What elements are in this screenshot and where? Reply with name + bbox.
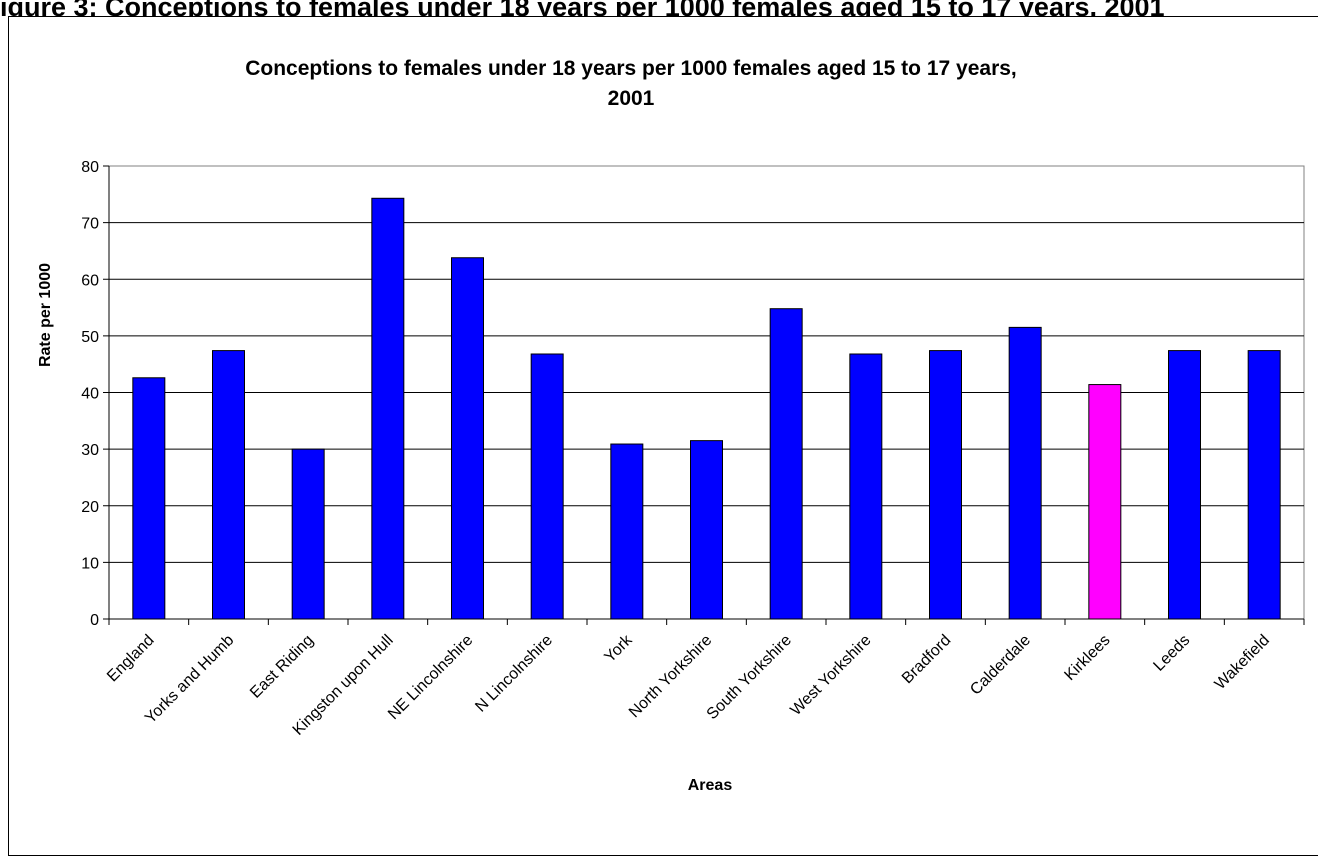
y-tick-label: 0	[90, 612, 99, 629]
bar	[769, 308, 803, 620]
y-tick-label: 10	[81, 555, 99, 572]
y-tick-label: 40	[81, 386, 99, 403]
bar	[690, 440, 723, 620]
y-tick-label: 50	[81, 329, 99, 346]
x-tick-label: South Yorkshire	[704, 632, 795, 723]
bar	[212, 350, 245, 620]
x-axis-title: Areas	[688, 777, 733, 794]
x-tick-label: North Yorkshire	[626, 632, 715, 721]
bar	[1008, 326, 1042, 620]
x-tick-label: Yorks and Humb	[142, 632, 237, 727]
x-tick-label: Leeds	[1150, 632, 1193, 675]
chart-title-year: 2001	[608, 87, 655, 110]
bar	[451, 257, 484, 620]
bar	[1168, 350, 1201, 620]
y-tick-label: 30	[81, 442, 99, 459]
x-tick-label: Bradford	[899, 632, 954, 687]
bar	[132, 377, 166, 620]
y-tick-label: 80	[81, 159, 99, 176]
bar	[530, 353, 564, 620]
y-tick-label: 20	[81, 499, 99, 516]
bar	[1088, 384, 1122, 620]
y-tick-label: 70	[81, 216, 99, 233]
bar	[929, 350, 962, 620]
y-axis-title: Rate per 1000	[37, 263, 54, 367]
x-tick-label: NE Lincolnshire	[385, 632, 476, 723]
x-tick-label: Calderdale	[967, 632, 1034, 699]
x-tick-label: West Yorkshire	[787, 632, 874, 719]
bar	[371, 197, 405, 620]
chart-title: Conceptions to females under 18 years pe…	[245, 57, 1017, 80]
bar	[849, 353, 883, 620]
x-tick-label: East Riding	[247, 632, 317, 702]
bar	[291, 448, 325, 620]
x-tick-label: Wakefield	[1212, 632, 1273, 693]
bar	[1247, 350, 1281, 620]
x-tick-label: York	[601, 631, 636, 666]
x-tick-label: N Lincolnshire	[472, 632, 556, 716]
x-tick-label: England	[104, 632, 158, 686]
x-tick-label: Kirklees	[1061, 632, 1113, 684]
bar	[610, 443, 644, 620]
y-tick-label: 60	[81, 272, 99, 289]
